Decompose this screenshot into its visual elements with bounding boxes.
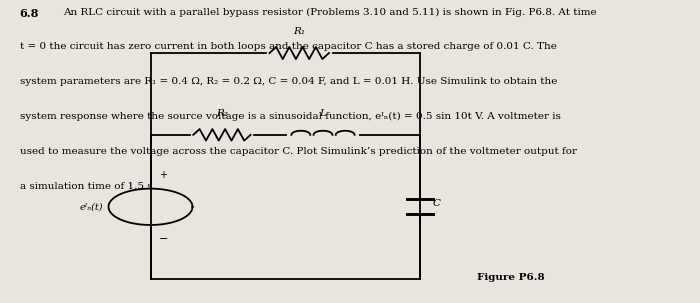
Text: system parameters are R₁ = 0.4 Ω, R₂ = 0.2 Ω, C = 0.04 F, and L = 0.01 H. Use Si: system parameters are R₁ = 0.4 Ω, R₂ = 0… [20, 77, 557, 86]
Text: system response where the source voltage is a sinusoidal function, eᴵₙ(t) = 0.5 : system response where the source voltage… [20, 112, 561, 121]
Text: R₂: R₂ [216, 109, 228, 118]
Text: used to measure the voltage across the capacitor C. Plot Simulink’s prediction o: used to measure the voltage across the c… [20, 147, 577, 156]
Text: +: + [159, 170, 167, 180]
Text: −: − [158, 234, 168, 244]
Text: eᴵₙ(t): eᴵₙ(t) [79, 202, 103, 211]
Text: a simulation time of 1.5 s.: a simulation time of 1.5 s. [20, 182, 155, 191]
Text: L: L [319, 109, 326, 118]
Text: Figure P6.8: Figure P6.8 [477, 273, 545, 282]
Text: An RLC circuit with a parallel bypass resistor (Problems 3.10 and 5.11) is shown: An RLC circuit with a parallel bypass re… [63, 8, 596, 17]
Text: 6.8: 6.8 [20, 8, 39, 18]
Text: C: C [433, 199, 440, 208]
Text: R₁: R₁ [293, 27, 305, 36]
Text: t = 0 the circuit has zero current in both loops and the capacitor C has a store: t = 0 the circuit has zero current in bo… [20, 42, 556, 52]
